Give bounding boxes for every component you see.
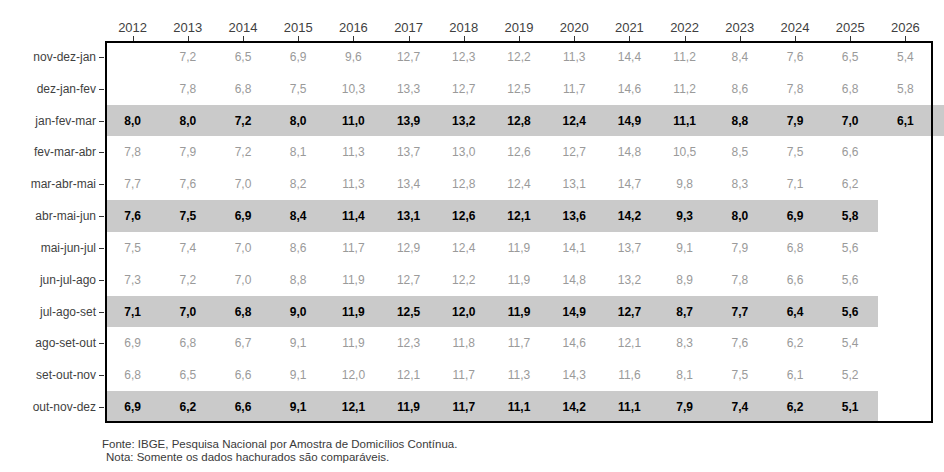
source-note: Fonte: IBGE, Pesquisa Nacional por Amost… (102, 438, 457, 451)
pnad-unemployment-rate-table: 2012201320142015201620172018201920202021… (0, 0, 944, 472)
footer: Fonte: IBGE, Pesquisa Nacional por Amost… (0, 0, 944, 472)
comparability-note: Nota: Somente os dados hachurados são co… (106, 451, 389, 464)
